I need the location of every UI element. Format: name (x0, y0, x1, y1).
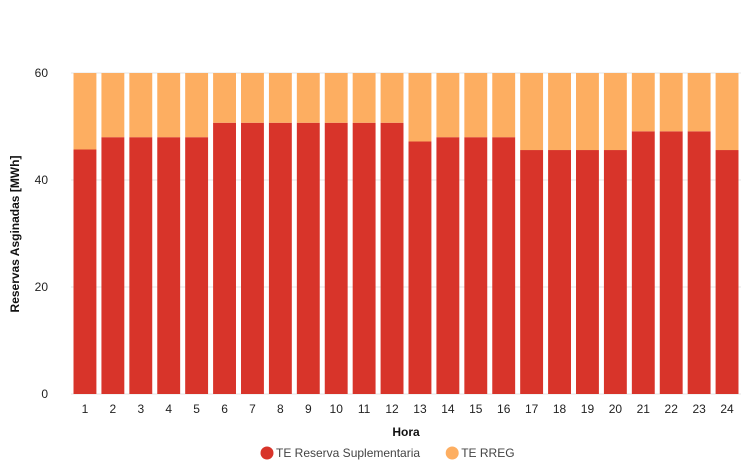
x-tick-label: 1 (82, 402, 89, 416)
bar-group (73, 73, 739, 394)
bar-segment-rreg (101, 73, 125, 138)
x-tick-label: 7 (249, 402, 256, 416)
bar-segment-rreg (324, 73, 348, 123)
x-tick-label: 17 (525, 402, 539, 416)
bar-segment-reserva (464, 137, 488, 394)
bar-segment-rreg (241, 73, 264, 123)
legend-marker-reserva (260, 446, 274, 460)
bar-segment-rreg (520, 73, 544, 151)
legend-label: TE RREG (461, 446, 514, 460)
grid-lines (71, 72, 741, 395)
bar-segment-reserva (213, 122, 236, 394)
bar-segment-reserva (492, 137, 516, 394)
bar-segment-rreg (185, 73, 209, 138)
bar-segment-rreg (408, 73, 432, 142)
bar-segment-rreg (603, 73, 627, 151)
bar-segment-rreg (268, 73, 292, 123)
bar-segment-reserva (324, 122, 348, 394)
bar-segment-reserva (380, 122, 404, 394)
bar-segment-reserva (101, 137, 125, 394)
x-tick-label: 3 (137, 402, 144, 416)
x-tick-label: 24 (720, 402, 734, 416)
bar-segment-reserva (185, 137, 209, 394)
x-tick-label: 10 (330, 402, 344, 416)
x-tick-label: 15 (469, 402, 483, 416)
x-axis-title: Hora (392, 425, 420, 439)
x-axis: 1 2 3 4 5 6 7 8 9 10 11 12 13 14 15 16 17 18 19 20 21 22 23 24 (82, 402, 734, 416)
x-tick-label: 2 (110, 402, 117, 416)
bar-segment-reserva (548, 150, 571, 394)
x-tick-label: 9 (305, 402, 312, 416)
y-tick-label: 20 (35, 280, 49, 294)
bar-segment-reserva (520, 150, 544, 394)
x-tick-label: 6 (221, 402, 228, 416)
bar-segment-reserva (352, 122, 376, 394)
bar-segment-reserva (603, 150, 627, 394)
x-tick-label: 18 (553, 402, 567, 416)
x-tick-label: 5 (193, 402, 200, 416)
bar-segment-rreg (687, 73, 711, 132)
x-tick-label: 20 (609, 402, 623, 416)
x-tick-label: 16 (497, 402, 511, 416)
bar-segment-rreg (296, 73, 320, 123)
bar-segment-rreg (129, 73, 153, 138)
bar-segment-reserva (157, 137, 181, 394)
y-axis: 0 20 40 60 (35, 66, 49, 401)
bar-segment-reserva (631, 131, 655, 394)
bar-segment-rreg (464, 73, 488, 138)
bar-segment-reserva (687, 131, 711, 394)
bar-segment-reserva (659, 131, 683, 394)
bar-segment-rreg (73, 73, 97, 150)
bar-segment-reserva (268, 122, 292, 394)
bar-segment-rreg (548, 73, 571, 151)
x-tick-label: 8 (277, 402, 284, 416)
bar-segment-reserva (241, 122, 264, 394)
bar-segment-reserva (576, 150, 599, 394)
x-tick-label: 13 (413, 402, 427, 416)
bar-segment-reserva (296, 122, 320, 394)
bar-segment-rreg (213, 73, 236, 123)
y-axis-title: Reservas Asginadas [MWh] (8, 156, 22, 313)
bar-segment-rreg (492, 73, 516, 138)
x-tick-label: 19 (581, 402, 595, 416)
bar-segment-rreg (380, 73, 404, 123)
bar-segment-reserva (436, 137, 460, 394)
x-tick-label: 11 (358, 402, 371, 416)
y-tick-label: 0 (41, 387, 48, 401)
x-tick-label: 22 (665, 402, 679, 416)
bar-segment-reserva (73, 149, 97, 394)
x-tick-label: 21 (637, 402, 651, 416)
legend: TE Reserva Suplementaria TE RREG (260, 446, 515, 460)
legend-label: TE Reserva Suplementaria (276, 446, 420, 460)
bar-segment-reserva (129, 137, 153, 394)
bar-segment-rreg (157, 73, 181, 138)
bar-segment-rreg (659, 73, 683, 132)
bar-segment-reserva (715, 150, 739, 394)
y-tick-label: 60 (35, 66, 49, 80)
bar-segment-rreg (631, 73, 655, 132)
bar-segment-rreg (576, 73, 599, 151)
x-tick-label: 12 (385, 402, 399, 416)
bar-segment-rreg (436, 73, 460, 138)
y-tick-label: 40 (35, 173, 49, 187)
x-tick-label: 14 (441, 402, 455, 416)
legend-marker-rreg (445, 446, 459, 460)
x-tick-label: 23 (692, 402, 706, 416)
x-tick-label: 4 (165, 402, 172, 416)
bar-segment-rreg (715, 73, 739, 151)
bar-segment-reserva (408, 141, 432, 394)
bar-segment-rreg (352, 73, 376, 123)
